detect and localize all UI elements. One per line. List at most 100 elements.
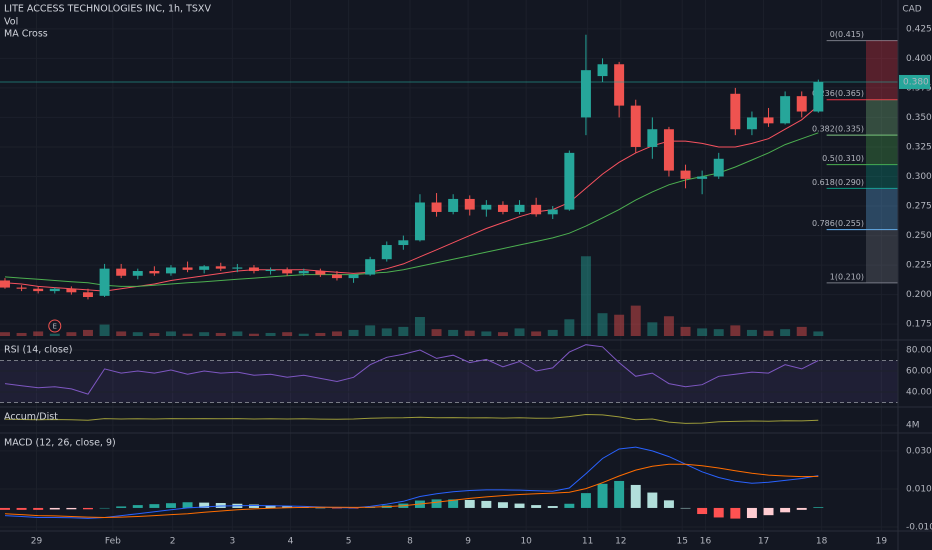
volume-bar (796, 326, 807, 336)
histogram-bar (481, 500, 492, 508)
histogram-bar (497, 502, 508, 508)
x-tick-label: 9 (465, 537, 471, 547)
x-tick-label: 29 (31, 537, 43, 547)
volume-bar (663, 316, 674, 336)
volume-bar (298, 333, 309, 336)
volume-bar (680, 326, 691, 336)
x-tick-label: 11 (582, 537, 593, 547)
volume-bar (448, 329, 459, 336)
histogram-bar (33, 507, 44, 510)
fib-label: 0.5(0.310) (822, 154, 864, 163)
currency: CAD (902, 5, 921, 15)
histogram-bar (331, 507, 342, 509)
volume-bar (82, 329, 93, 336)
candle-body (16, 287, 27, 289)
volume-bar (414, 317, 425, 336)
volume-bar (265, 332, 276, 336)
volume-bar (398, 326, 409, 336)
y-tick-label: 0.400 (906, 54, 932, 64)
x-tick-label: 19 (876, 537, 888, 547)
histogram-bar (647, 492, 658, 508)
y-tick-label: 0.030 (906, 446, 932, 456)
candle-body (0, 280, 10, 288)
y-tick-label: 0.275 (906, 202, 932, 212)
volume-bar (580, 256, 591, 336)
x-tick-label: 3 (230, 537, 236, 547)
candle-body (448, 198, 459, 212)
fib-band (866, 229, 898, 283)
fib-band (866, 164, 898, 189)
histogram-bar (597, 483, 608, 508)
volume-bar (365, 325, 376, 336)
candle-body (680, 170, 691, 179)
indicator-label: Vol (4, 17, 18, 28)
candle-body (597, 64, 608, 77)
histogram-bar (763, 507, 774, 516)
histogram-bar (282, 506, 293, 508)
candle-body (282, 269, 293, 274)
pane-title: RSI (14, close) (4, 345, 72, 356)
fib-label: 0.236(0.365) (812, 89, 864, 98)
histogram-bar (464, 499, 475, 508)
histogram-bar (448, 499, 459, 508)
candle-body (796, 96, 807, 112)
volume-bar (514, 328, 525, 336)
volume-bar (647, 322, 658, 336)
candle-body (730, 93, 741, 130)
histogram-bar (116, 506, 127, 508)
volume-bar (16, 332, 27, 336)
volume-bar (630, 305, 641, 336)
candle-body (580, 70, 591, 118)
x-tick-label: 4 (288, 537, 294, 547)
last-price-label: 0.380 (903, 77, 929, 87)
histogram-bar (16, 507, 27, 510)
histogram-bar (165, 503, 176, 508)
fib-label: 0(0.415) (830, 30, 864, 39)
volume-bar (182, 333, 193, 336)
volume-bar (813, 331, 824, 336)
histogram-bar (713, 507, 724, 518)
y-tick-label: 0.325 (906, 142, 932, 152)
candle-body (365, 259, 376, 275)
candle-body (713, 158, 724, 177)
y-tick-label: 0.175 (906, 320, 932, 330)
x-tick-label: 17 (758, 537, 769, 547)
y-tick-label: 0.250 (906, 231, 932, 241)
candle-body (531, 204, 542, 215)
volume-bar (199, 332, 210, 336)
volume-bar (730, 325, 741, 336)
x-tick-label: 10 (520, 537, 532, 547)
y-tick-label: 4M (906, 421, 920, 431)
y-tick-label: 80.00 (906, 345, 932, 355)
candle-body (66, 288, 77, 293)
pane-title: MACD (12, 26, close, 9) (4, 438, 116, 449)
volume-bar (248, 333, 259, 336)
fib-label: 1(0.210) (830, 272, 864, 281)
candle-body (813, 81, 824, 112)
fib-label: 0.382(0.335) (812, 125, 864, 134)
candle-body (697, 176, 708, 179)
y-tick-label: 0.010 (906, 484, 932, 494)
histogram-bar (315, 507, 326, 509)
candle-body (331, 274, 342, 279)
candle-body (398, 240, 409, 246)
histogram-bar (248, 504, 259, 508)
volume-bar (431, 329, 442, 336)
volume-bar (99, 324, 110, 336)
fib-band (866, 40, 898, 100)
x-tick-label: 5 (346, 537, 352, 547)
candle-body (547, 209, 558, 215)
volume-bar (497, 332, 508, 336)
candle-body (33, 288, 44, 292)
candle-body (647, 129, 658, 147)
histogram-bar (746, 507, 757, 519)
volume-bar (481, 331, 492, 336)
volume-bar (381, 328, 392, 336)
candle-body (780, 96, 791, 124)
histogram-bar (813, 507, 824, 508)
fib-band (866, 99, 898, 136)
indicator-line (4, 344, 819, 395)
histogram-bar (514, 503, 525, 508)
